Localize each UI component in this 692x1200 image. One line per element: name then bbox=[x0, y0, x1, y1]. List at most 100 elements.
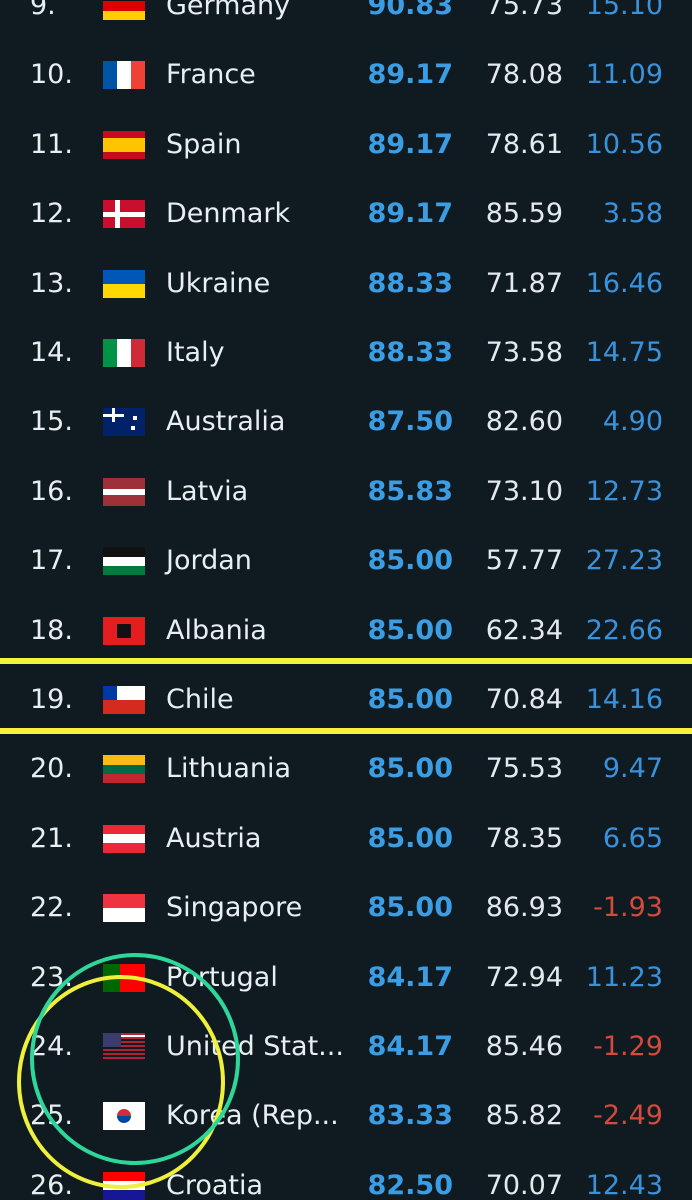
flag-icon bbox=[103, 477, 145, 506]
score: 85.00 bbox=[367, 614, 453, 646]
difference: 27.23 bbox=[585, 545, 663, 577]
country-name: France bbox=[166, 59, 256, 91]
secondary-score: 73.58 bbox=[485, 337, 563, 368]
secondary-score: 70.07 bbox=[485, 1169, 563, 1200]
difference: 22.66 bbox=[585, 614, 663, 646]
secondary-score: 78.08 bbox=[485, 59, 563, 91]
secondary-score: 86.93 bbox=[485, 892, 563, 924]
country-name: Austria bbox=[166, 822, 262, 854]
score: 89.17 bbox=[367, 128, 453, 160]
secondary-score: 75.53 bbox=[485, 753, 563, 785]
rank: 22. bbox=[30, 892, 73, 924]
score: 82.50 bbox=[367, 1169, 453, 1200]
secondary-score: 78.35 bbox=[485, 822, 563, 854]
secondary-score: 85.82 bbox=[485, 1100, 563, 1132]
rank: 9. bbox=[30, 0, 56, 21]
rank: 20. bbox=[30, 753, 73, 785]
flag-icon bbox=[103, 547, 145, 576]
rank: 18. bbox=[30, 614, 73, 646]
rank: 16. bbox=[30, 475, 73, 507]
secondary-score: 85.59 bbox=[485, 198, 563, 230]
highlight-circle bbox=[30, 953, 240, 1165]
flag-icon bbox=[103, 130, 145, 159]
flag-icon bbox=[103, 686, 145, 714]
flag-icon bbox=[103, 1033, 145, 1061]
flag-icon bbox=[103, 824, 145, 853]
difference: 6.65 bbox=[602, 822, 663, 854]
difference: 12.73 bbox=[585, 475, 663, 507]
country-name: Lithuania bbox=[166, 753, 292, 785]
country-name: Albania bbox=[166, 614, 267, 646]
difference: 15.10 bbox=[585, 0, 663, 21]
country-name: Denmark bbox=[166, 198, 291, 230]
secondary-score: 78.61 bbox=[485, 128, 563, 160]
rank: 12. bbox=[30, 198, 73, 230]
difference: 14.16 bbox=[585, 684, 663, 715]
secondary-score: 57.77 bbox=[485, 545, 563, 577]
score: 85.00 bbox=[367, 753, 453, 785]
rank: 13. bbox=[30, 267, 73, 299]
secondary-score: 73.10 bbox=[485, 475, 563, 507]
difference: -1.93 bbox=[593, 892, 663, 924]
score: 85.00 bbox=[367, 684, 453, 715]
country-name: Korea (Rep... bbox=[166, 1100, 339, 1132]
rank: 10. bbox=[30, 59, 73, 91]
rank: 26. bbox=[30, 1169, 73, 1200]
country-name: Latvia bbox=[166, 475, 249, 507]
score: 85.00 bbox=[367, 892, 453, 924]
score: 84.17 bbox=[367, 1031, 453, 1062]
flag-icon bbox=[103, 269, 145, 298]
rank: 11. bbox=[30, 128, 73, 160]
difference: 14.75 bbox=[585, 337, 663, 368]
secondary-score: 70.84 bbox=[485, 684, 563, 715]
difference: 10.56 bbox=[585, 128, 663, 160]
score: 89.17 bbox=[367, 198, 453, 230]
difference: 12.43 bbox=[585, 1169, 663, 1200]
score: 85.00 bbox=[367, 822, 453, 854]
flag-icon bbox=[103, 894, 145, 923]
score: 83.33 bbox=[367, 1100, 453, 1132]
country-name: Spain bbox=[166, 128, 242, 160]
flag-icon bbox=[103, 408, 145, 437]
country-name: Croatia bbox=[166, 1169, 264, 1200]
score: 85.83 bbox=[367, 475, 453, 507]
difference: 4.90 bbox=[602, 406, 663, 438]
flag-icon bbox=[103, 339, 145, 367]
country-name: Italy bbox=[166, 337, 225, 368]
country-name: United Stat... bbox=[166, 1031, 344, 1062]
difference: 16.46 bbox=[585, 267, 663, 299]
difference: 9.47 bbox=[602, 753, 663, 785]
rank: 21. bbox=[30, 822, 73, 854]
score: 85.00 bbox=[367, 545, 453, 577]
rank: 15. bbox=[30, 406, 73, 438]
flag-icon bbox=[103, 1102, 145, 1131]
difference: -1.29 bbox=[593, 1031, 663, 1062]
score: 88.33 bbox=[367, 337, 453, 368]
score: 84.17 bbox=[367, 961, 453, 993]
rank: 24. bbox=[30, 1031, 73, 1062]
flag-icon bbox=[103, 616, 145, 645]
secondary-score: 85.46 bbox=[485, 1031, 563, 1062]
country-name: Singapore bbox=[166, 892, 303, 924]
highlight-circle bbox=[17, 975, 225, 1189]
score: 88.33 bbox=[367, 267, 453, 299]
difference: -2.49 bbox=[593, 1100, 663, 1132]
secondary-score: 71.87 bbox=[485, 267, 563, 299]
flag-icon bbox=[103, 200, 145, 229]
difference: 11.23 bbox=[585, 961, 663, 993]
flag-icon bbox=[103, 0, 145, 20]
rank: 25. bbox=[30, 1100, 73, 1132]
rank: 14. bbox=[30, 337, 73, 368]
rank: 17. bbox=[30, 545, 73, 577]
secondary-score: 75.73 bbox=[485, 0, 563, 21]
country-name: Chile bbox=[166, 684, 234, 715]
country-name: Australia bbox=[166, 406, 286, 438]
difference: 11.09 bbox=[585, 59, 663, 91]
secondary-score: 82.60 bbox=[485, 406, 563, 438]
flag-icon bbox=[103, 61, 145, 90]
rank: 23. bbox=[30, 961, 73, 993]
score: 87.50 bbox=[367, 406, 453, 438]
score: 89.17 bbox=[367, 59, 453, 91]
